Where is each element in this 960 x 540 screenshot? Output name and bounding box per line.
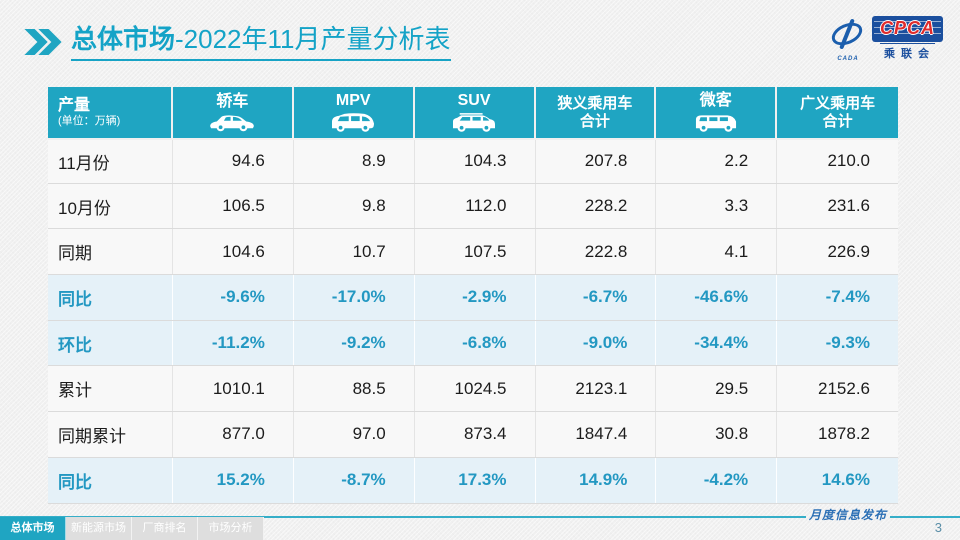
cell: 29.5 <box>656 366 778 412</box>
cell: -17.0% <box>294 275 415 320</box>
table-header-row: 产量 (单位：万辆) 轿车 MPV <box>48 87 898 138</box>
cell: -2.9% <box>415 275 536 320</box>
cell: 14.6% <box>821 470 870 490</box>
col-header-production: 产量 (单位：万辆) <box>48 87 173 138</box>
col-header-mpv: MPV <box>293 87 415 138</box>
cell: 94.6 <box>173 140 294 183</box>
suv-icon <box>453 112 496 132</box>
row-label: 同比 <box>48 457 173 503</box>
cell: 228.2 <box>536 183 657 229</box>
table-row: 11月份 94.6 8.9 104.3 207.8 2.2 210.0 <box>48 138 898 184</box>
cell: 15.2% <box>173 457 294 503</box>
slide-header: 总体市场-2022年11月产量分析表 <box>24 24 451 62</box>
cell: -9.0% <box>536 320 657 366</box>
sedan-icon <box>210 115 255 131</box>
table-row: 同比 -9.6% -17.0% -2.9% -6.7% -46.6% -7.4% <box>48 275 898 321</box>
cell: 107.5 <box>415 229 536 275</box>
cell: -9.3% <box>825 333 870 353</box>
cell: -9.6% <box>173 275 294 320</box>
page-title-bold: 总体市场 <box>71 24 176 54</box>
cell: 210.0 <box>827 151 870 171</box>
page-title: 总体市场-2022年11月产量分析表 <box>71 24 451 62</box>
cell: 207.8 <box>536 140 657 183</box>
cell: 2152.6 <box>818 378 870 398</box>
van-icon <box>695 115 736 132</box>
cell: 877.0 <box>173 412 294 457</box>
cell: -6.7% <box>536 275 657 320</box>
cell: 30.8 <box>656 412 778 457</box>
mpv-icon <box>332 112 375 132</box>
cell: 10.7 <box>294 229 415 275</box>
cpca-logo: CADA CPCA 乘联会 <box>828 12 950 64</box>
cell: 2123.1 <box>536 366 657 412</box>
cell: 8.9 <box>294 140 415 183</box>
cell: 222.8 <box>536 229 657 275</box>
tab-market-analysis[interactable]: 市场分析 <box>198 517 264 540</box>
col-header-broad-pv-total: 广义乘用车 合计 <box>777 87 898 138</box>
double-chevron-icon <box>24 29 62 55</box>
table-row: 同期 104.6 10.7 107.5 222.8 4.1 226.9 <box>48 229 898 276</box>
cell: -7.4% <box>825 287 870 307</box>
cell: 1010.1 <box>173 366 294 412</box>
cell: 104.6 <box>173 229 294 275</box>
tab-nev-market[interactable]: 新能源市场 <box>66 517 132 540</box>
release-label: 月度信息发布 <box>808 508 887 522</box>
cell: 14.9% <box>536 457 657 503</box>
cell: 2.2 <box>656 140 778 183</box>
cell: 88.5 <box>294 366 415 412</box>
production-table: 产量 (单位：万辆) 轿车 MPV <box>48 87 898 504</box>
row-label: 同期 <box>48 229 173 275</box>
cell: -6.8% <box>415 320 536 366</box>
row-label: 同比 <box>48 275 173 320</box>
tab-oem-ranking[interactable]: 厂商排名 <box>132 517 198 540</box>
cell: 873.4 <box>415 412 536 457</box>
row-label: 10月份 <box>48 183 173 229</box>
cell: 1024.5 <box>415 366 536 412</box>
table-row: 10月份 106.5 9.8 112.0 228.2 3.3 231.6 <box>48 183 898 230</box>
table-row: 同期累计 877.0 97.0 873.4 1847.4 30.8 1878.2 <box>48 412 898 458</box>
page-number: 3 <box>934 520 942 535</box>
cell: 112.0 <box>415 183 536 229</box>
col-header-suv: SUV <box>414 87 536 138</box>
footer-tabs: 总体市场 新能源市场 厂商排名 市场分析 <box>0 517 264 540</box>
cell: -11.2% <box>173 320 294 366</box>
table-row: 环比 -11.2% -9.2% -6.8% -9.0% -34.4% -9.3% <box>48 320 898 367</box>
cell: 1847.4 <box>536 412 657 457</box>
cpca-swoosh-icon: CADA <box>828 16 868 62</box>
cell: 17.3% <box>415 457 536 503</box>
cell: 4.1 <box>656 229 778 275</box>
row-label: 环比 <box>48 320 173 366</box>
cell: -34.4% <box>656 320 778 366</box>
row-label: 11月份 <box>48 140 173 183</box>
table-row: 累计 1010.1 88.5 1024.5 2123.1 29.5 2152.6 <box>48 366 898 413</box>
cell: 9.8 <box>294 183 415 229</box>
cell: 226.9 <box>827 241 870 261</box>
cell: -8.7% <box>294 457 415 503</box>
cell: 104.3 <box>415 140 536 183</box>
cell: 106.5 <box>173 183 294 229</box>
col-header-sedan: 轿车 <box>173 87 294 138</box>
page-title-rest: -2022年11月产量分析表 <box>175 24 451 54</box>
cell: -4.2% <box>656 457 778 503</box>
col-header-narrow-pv-total: 狭义乘用车 合计 <box>535 87 657 138</box>
logo-cn-text: 乘联会 <box>880 42 935 61</box>
row-label: 累计 <box>48 366 173 412</box>
cell: 1878.2 <box>818 424 870 444</box>
logo-sub-text: CADA <box>837 56 859 62</box>
cell: 97.0 <box>294 412 415 457</box>
logo-cpca-text: CPCA <box>880 17 936 38</box>
cell: 3.3 <box>656 183 778 229</box>
cell: -9.2% <box>294 320 415 366</box>
cell: 231.6 <box>827 196 870 216</box>
tab-overall-market[interactable]: 总体市场 <box>0 517 66 540</box>
row-label: 同期累计 <box>48 412 173 457</box>
footer-divider <box>0 516 806 518</box>
col-header-microvan: 微客 <box>656 87 778 138</box>
cell: -46.6% <box>656 275 778 320</box>
table-row: 同比 15.2% -8.7% 17.3% 14.9% -4.2% 14.6% <box>48 457 898 504</box>
footer-divider-right <box>890 516 960 518</box>
